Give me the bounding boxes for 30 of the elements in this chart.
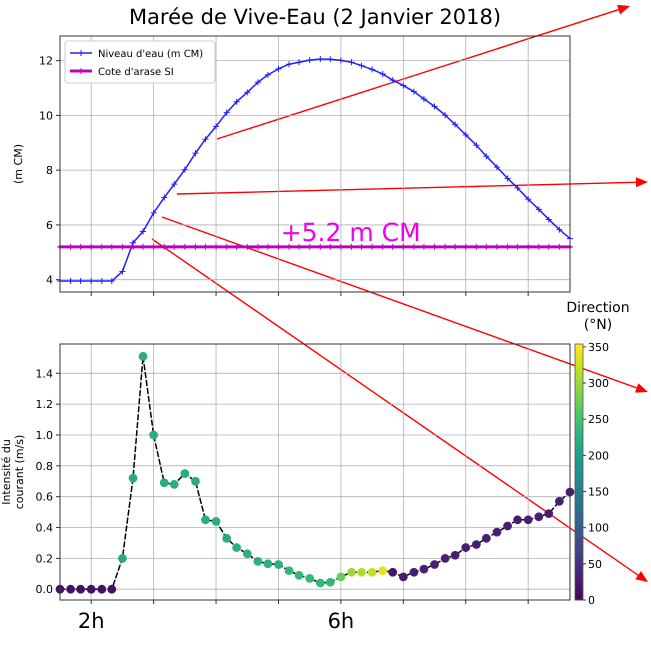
color-bar-label: 350 [588, 340, 609, 354]
y-axis-title: Intensité du courant (m/s) [0, 434, 26, 510]
y-tick-label: 12 [39, 54, 53, 68]
y-tick-label: 0.2 [36, 552, 53, 566]
color-bar-label: 0 [588, 594, 595, 607]
color-bar-title: Direction (°N) [566, 300, 630, 333]
x-tick-label: 2h [78, 609, 105, 633]
color-bar-label: 250 [588, 413, 609, 426]
color-bar-label: 300 [588, 377, 609, 390]
y-tick-label: 0.0 [36, 583, 53, 596]
color-bar-label: 50 [588, 558, 602, 571]
y-tick-label: 4 [46, 274, 53, 287]
y-tick-label: 0.4 [36, 522, 53, 535]
x-tick-label: 6h [328, 609, 354, 633]
y-tick-label: 10 [39, 109, 53, 122]
y-tick-label: 1.4 [36, 367, 53, 380]
y-tick-label: 0.8 [36, 460, 53, 473]
y-tick-label: 6 [46, 218, 53, 232]
y-tick-label: 1.0 [36, 428, 53, 442]
color-bar-label: 150 [588, 486, 609, 499]
annotation: +5.2 m CM [280, 218, 421, 247]
y-tick-label: 8 [46, 164, 53, 178]
color-bar-label: 100 [588, 522, 609, 535]
legend-label: Niveau d'eau (m CM) [98, 49, 204, 60]
y-tick-label: 0.6 [36, 490, 53, 504]
chart-title: Marée de Vive-Eau (2 Janvier 2018) [128, 5, 502, 29]
y-tick-label: 1.2 [36, 398, 53, 412]
color-bar-label: 200 [588, 449, 609, 462]
legend-label: Cote d'arase SI [98, 67, 174, 78]
y-axis-title: (m CM) [12, 144, 25, 184]
